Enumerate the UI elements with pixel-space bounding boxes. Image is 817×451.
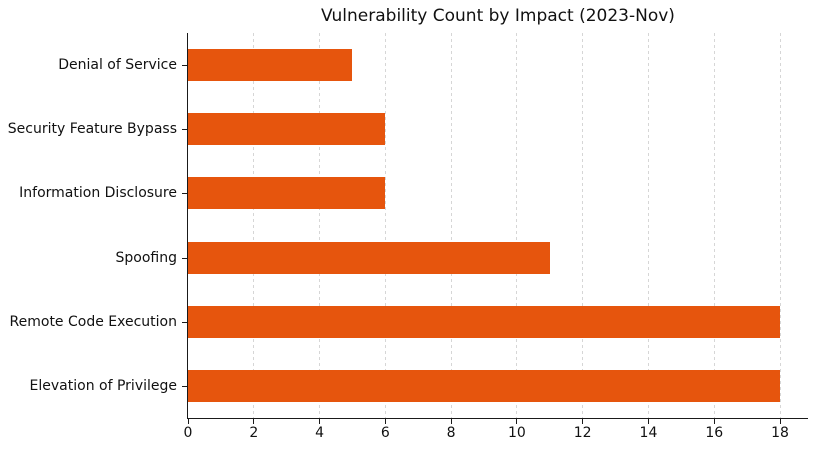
x-tickmark-16 [713,419,715,424]
gridline-x-6 [384,33,386,418]
y-tickmark-5 [182,385,187,387]
plot-area [188,33,808,418]
x-tickmark-10 [516,419,518,424]
y-label-0: Denial of Service [58,57,177,74]
y-tickmark-1 [182,129,187,131]
bar-4 [188,305,781,338]
y-tickmark-4 [182,321,187,323]
x-ticklabel-10: 10 [507,425,526,441]
x-tickmark-14 [647,419,649,424]
x-ticklabel-14: 14 [639,425,658,441]
x-ticklabel-12: 12 [573,425,592,441]
x-ticklabel-18: 18 [771,425,789,441]
y-axis-spine [187,33,188,419]
x-axis-spine [187,418,808,419]
bar-0 [188,49,353,82]
y-label-1: Security Feature Bypass [7,121,177,138]
y-tickmark-2 [182,193,187,195]
x-ticklabel-2: 2 [249,425,259,441]
gridline-x-12 [582,33,584,418]
x-ticklabel-4: 4 [315,425,325,441]
y-label-5: Elevation of Privilege [29,377,177,394]
chart-title: Vulnerability Count by Impact (2023-Nov) [321,6,675,26]
y-label-3: Spoofing [115,249,177,266]
x-ticklabel-6: 6 [380,425,390,441]
y-label-2: Information Disclosure [19,185,177,202]
x-tickmark-4 [319,419,321,424]
bar-5 [188,369,781,402]
x-tickmark-2 [253,419,255,424]
x-ticklabel-0: 0 [183,425,193,441]
x-tickmark-12 [582,419,584,424]
gridline-x-14 [647,33,649,418]
bar-2 [188,177,386,210]
bar-3 [188,241,550,274]
x-tickmark-8 [450,419,452,424]
gridline-x-8 [450,33,452,418]
gridline-x-18 [779,33,781,418]
x-ticklabel-8: 8 [446,425,456,441]
bar-1 [188,113,386,146]
y-tickmark-0 [182,65,187,67]
x-ticklabel-16: 16 [705,425,724,441]
y-tickmark-3 [182,257,187,259]
x-tickmark-6 [384,419,386,424]
y-label-4: Remote Code Execution [9,313,177,330]
gridline-x-10 [516,33,518,418]
gridline-x-16 [713,33,715,418]
gridline-x-4 [319,33,321,418]
x-tickmark-0 [187,419,189,424]
gridline-x-2 [253,33,255,418]
x-tickmark-18 [779,419,781,424]
